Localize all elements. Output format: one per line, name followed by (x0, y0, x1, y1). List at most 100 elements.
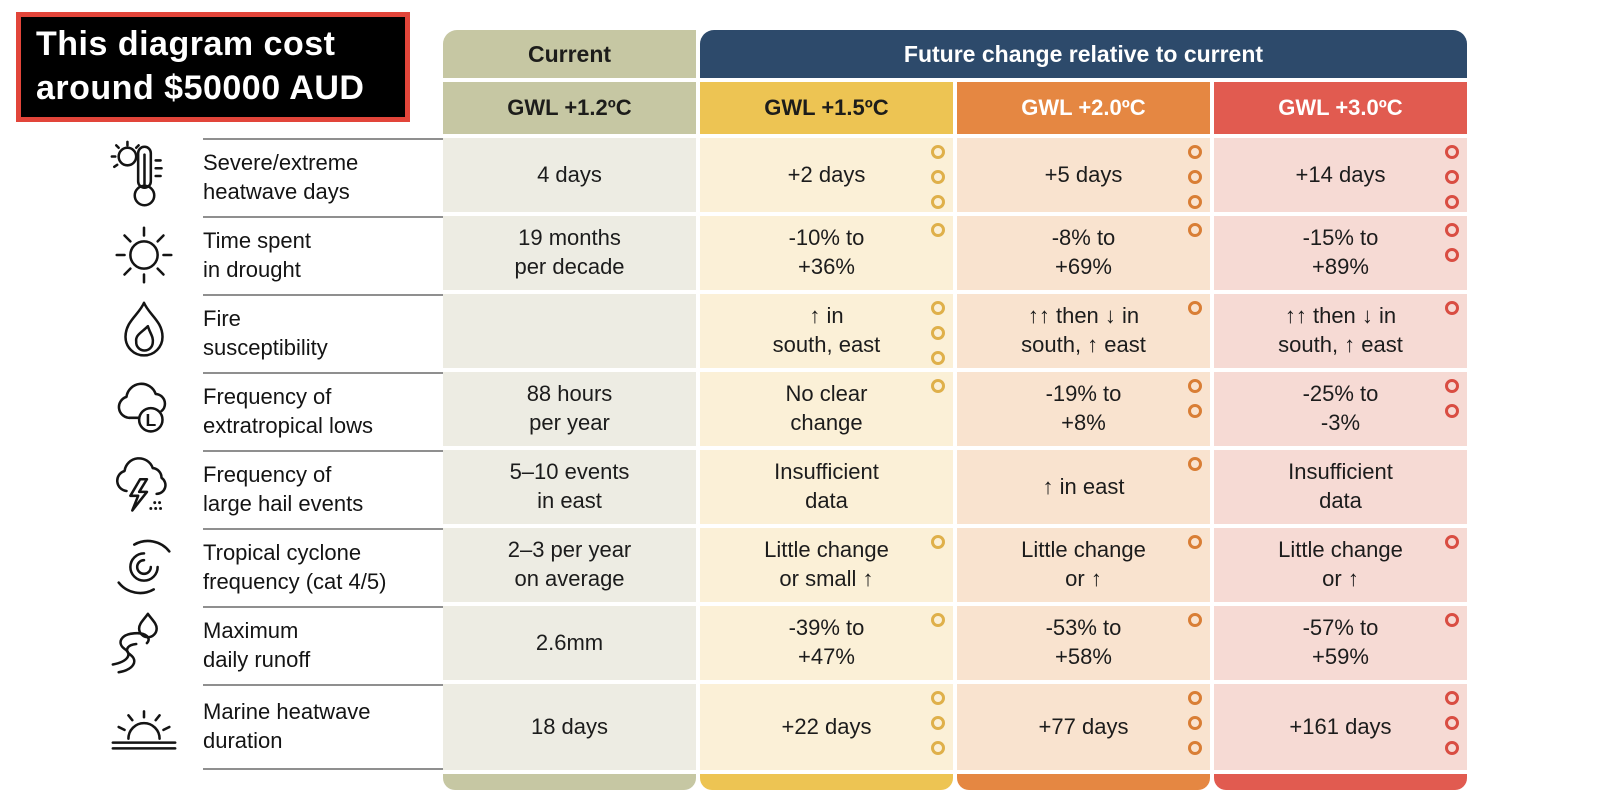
hazard-label: Tropical cyclone frequency (cat 4/5) (203, 528, 443, 606)
table-cell: Little change or ↑ (957, 528, 1210, 602)
cell-value: -53% to +58% (1045, 615, 1122, 669)
confidence-dots (931, 535, 945, 549)
table-cell (443, 294, 696, 368)
table-cell: ↑↑ then ↓ in south, ↑ east (1214, 294, 1467, 368)
fire-icon (85, 294, 203, 372)
cell-value: -10% to +36% (788, 225, 865, 279)
heatwave-icon (85, 138, 203, 216)
gwl-table: Current Future change relative to curren… (443, 30, 1467, 790)
hazard-row: Tropical cyclone frequency (cat 4/5) (85, 528, 443, 606)
confidence-dot (931, 195, 945, 209)
hazard-row: Fire susceptibility (85, 294, 443, 372)
confidence-dots (1445, 613, 1459, 627)
hazard-row: Severe/extreme heatwave days (85, 138, 443, 216)
column-footer-bar (443, 774, 696, 790)
confidence-dot (931, 223, 945, 237)
cell-value: -15% to +89% (1302, 225, 1379, 279)
confidence-dots (1445, 691, 1459, 755)
cell-value: -25% to -3% (1302, 381, 1379, 435)
confidence-dot (1445, 170, 1459, 184)
drought-sun-icon (85, 216, 203, 294)
cyclone-icon (85, 528, 203, 606)
extratropical-low-icon: L (85, 372, 203, 450)
cell-value: -39% to +47% (788, 615, 865, 669)
confidence-dot (1188, 195, 1202, 209)
gwl-column-header: GWL +1.5ºC (700, 82, 953, 134)
hazard-label: Frequency of large hail events (203, 450, 443, 528)
confidence-dot (1188, 379, 1202, 393)
confidence-dots (1188, 691, 1202, 755)
hazard-row: Frequency of large hail events (85, 450, 443, 528)
table-cell: Little change or small ↑ (700, 528, 953, 602)
cell-value: Insufficient data (1288, 459, 1393, 513)
confidence-dot (931, 691, 945, 705)
cell-value: +22 days (781, 713, 872, 739)
confidence-dot (931, 716, 945, 730)
table-cell: +77 days (957, 684, 1210, 770)
hazard-labels-column: Severe/extreme heatwave days Time spent i… (85, 138, 443, 770)
table-cell: ↑ in south, east (700, 294, 953, 368)
table-cell: ↑↑ then ↓ in south, ↑ east (957, 294, 1210, 368)
cell-value: -19% to +8% (1045, 381, 1122, 435)
future-change-header: Future change relative to current (700, 30, 1467, 78)
cell-value: 5–10 events in east (509, 459, 630, 513)
cell-value: -8% to +69% (1051, 225, 1116, 279)
confidence-dot (931, 613, 945, 627)
cell-value: +14 days (1295, 161, 1386, 187)
cell-value: -57% to +59% (1302, 615, 1379, 669)
hazard-label: Fire susceptibility (203, 294, 443, 372)
confidence-dots (1445, 301, 1459, 315)
cell-value: 4 days (537, 161, 602, 187)
confidence-dot (1188, 716, 1202, 730)
runoff-icon (85, 606, 203, 684)
confidence-dot (931, 145, 945, 159)
cell-value: +2 days (787, 161, 866, 187)
column-footer-bar (1214, 774, 1467, 790)
confidence-dots (1445, 535, 1459, 549)
confidence-dot (1445, 404, 1459, 418)
confidence-dots (1188, 301, 1202, 315)
table-cell: Little change or ↑ (1214, 528, 1467, 602)
table-cell: -25% to -3% (1214, 372, 1467, 446)
column-footer-bar (957, 774, 1210, 790)
column-footer-bar (700, 774, 953, 790)
hazard-label: Time spent in drought (203, 216, 443, 294)
cell-value: ↑↑ then ↓ in south, ↑ east (1021, 303, 1146, 357)
confidence-dot (931, 301, 945, 315)
table-cell: 2.6mm (443, 606, 696, 680)
table-cell: -10% to +36% (700, 216, 953, 290)
cell-value: ↑ in east (1042, 473, 1125, 499)
confidence-dot (1445, 248, 1459, 262)
confidence-dots (931, 223, 945, 237)
table-cell: +14 days (1214, 138, 1467, 212)
confidence-dot (931, 535, 945, 549)
gwl-column-header: GWL +1.2ºC (443, 82, 696, 134)
cell-value: Little change or ↑ (1021, 537, 1146, 591)
cell-value: ↑ in south, east (772, 303, 881, 357)
confidence-dots (931, 613, 945, 627)
confidence-dots (1188, 223, 1202, 237)
table-cell: 2–3 per year on average (443, 528, 696, 602)
table-cell: -57% to +59% (1214, 606, 1467, 680)
confidence-dot (931, 741, 945, 755)
confidence-dots (1188, 613, 1202, 627)
cell-value: 18 days (530, 713, 609, 739)
confidence-dot (1188, 613, 1202, 627)
confidence-dots (1188, 535, 1202, 549)
table-cell: 4 days (443, 138, 696, 212)
table-cell: 5–10 events in east (443, 450, 696, 524)
table-cell: 19 months per decade (443, 216, 696, 290)
table-cell: -19% to +8% (957, 372, 1210, 446)
table-cell: Insufficient data (1214, 450, 1467, 524)
confidence-dots (931, 145, 945, 209)
hazard-row: Marine heatwave duration (85, 684, 443, 770)
hazard-label: Marine heatwave duration (203, 684, 443, 770)
table-cell: -53% to +58% (957, 606, 1210, 680)
confidence-dot (1445, 145, 1459, 159)
gwl-column-header: GWL +3.0ºC (1214, 82, 1467, 134)
cell-value: +5 days (1044, 161, 1123, 187)
table-cell: -39% to +47% (700, 606, 953, 680)
table-cell: +161 days (1214, 684, 1467, 770)
table-cell: ↑ in east (957, 450, 1210, 524)
